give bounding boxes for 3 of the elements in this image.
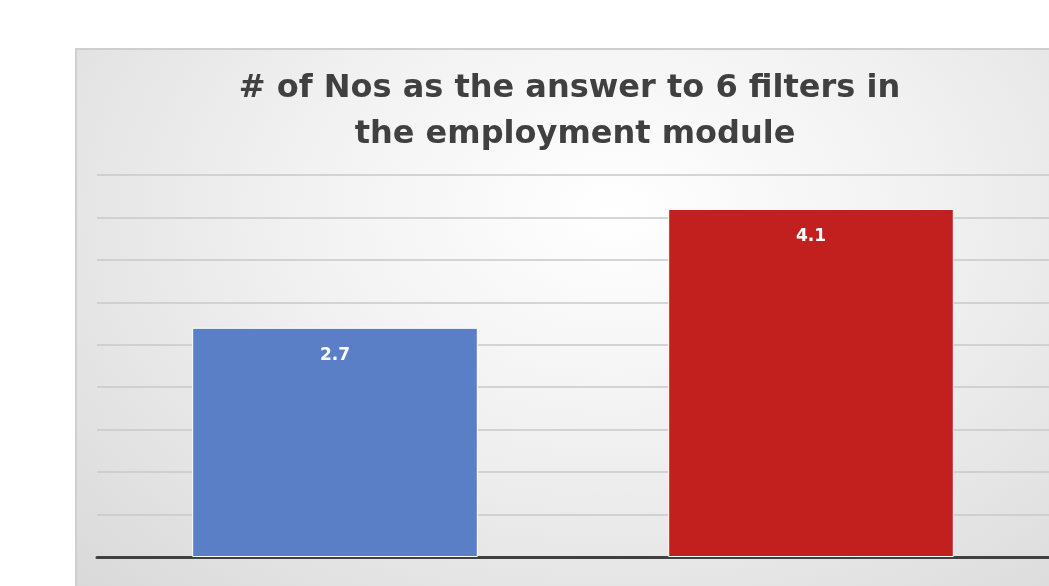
chart-title: # of Nos as the answer to 6 filters in the employment module: [238, 67, 912, 151]
data-label: 2.7: [319, 344, 351, 365]
data-label: 4.1: [795, 225, 827, 246]
